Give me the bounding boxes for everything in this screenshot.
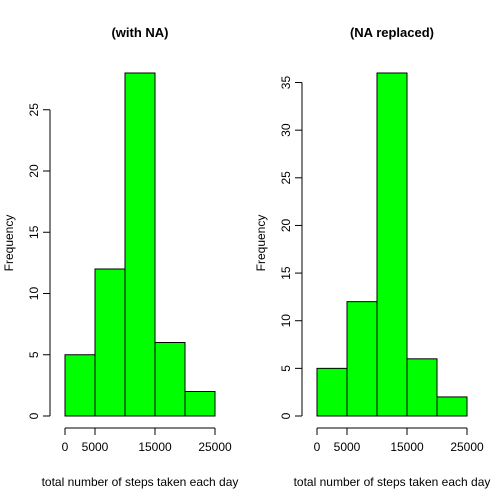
y-tick-label: 15 [27,225,41,239]
histogram-bar [154,342,186,417]
histogram-bar [94,268,126,417]
chart-title: (NA replaced) [350,25,434,40]
y-tick-label: 0 [27,412,41,419]
histogram-bar [346,301,378,417]
x-tick-label: 15000 [390,440,424,454]
chart-title: (with NA) [111,25,168,40]
histogram-bar [316,367,348,417]
x-tick-label: 15000 [138,440,172,454]
x-tick-label: 25000 [198,440,232,454]
x-axis-label: total number of steps taken each day [42,475,239,489]
y-axis-label: Frequency [254,215,268,272]
y-tick-label: 5 [279,365,293,372]
histogram-bar [436,396,468,417]
x-tick-label: 5000 [334,440,361,454]
y-axis-label: Frequency [2,215,16,272]
x-axis: 0 5000 15000 25000 [314,427,484,454]
y-tick-label: 35 [279,76,293,90]
y-tick-label: 10 [27,287,41,301]
y-tick-label: 20 [27,164,41,178]
bar-group [64,72,216,417]
x-tick-label: 25000 [450,440,484,454]
y-tick-label: 25 [279,171,293,185]
histogram-bar [406,358,438,417]
histogram-panel-na-replaced: (NA replaced) total number of steps take… [254,25,490,489]
x-tick-label: 5000 [82,440,109,454]
y-tick-label: 0 [279,412,293,419]
x-axis: 0 5000 15000 25000 [62,427,232,454]
histogram-bar [124,72,156,417]
y-tick-label: 25 [27,103,41,117]
bar-group [316,72,468,417]
x-tick-label: 0 [62,440,69,454]
y-tick-label: 5 [27,351,41,358]
y-tick-label: 15 [279,266,293,280]
y-axis: 0 5 10 15 20 25 [27,103,51,419]
x-axis-label: total number of steps taken each day [294,475,491,489]
y-axis: 0 5 10 15 20 25 30 35 [279,76,303,419]
histogram-bar [64,354,96,417]
histogram-bar [184,391,216,417]
histogram-bar [376,72,408,417]
x-tick-label: 0 [314,440,321,454]
histogram-panel-with-na: (with NA) total number of steps taken ea… [2,25,238,489]
y-tick-label: 10 [279,314,293,328]
y-tick-label: 20 [279,218,293,232]
y-tick-label: 30 [279,123,293,137]
